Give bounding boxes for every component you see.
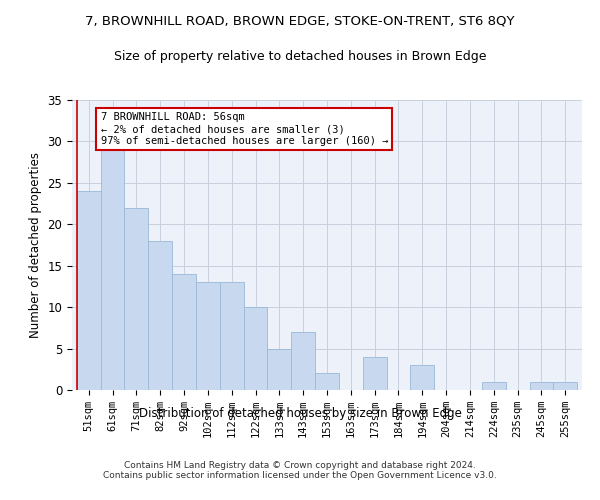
Bar [77,191,101,390]
Text: Size of property relative to detached houses in Brown Edge: Size of property relative to detached ho… [114,50,486,63]
Bar [101,150,124,390]
Bar [124,208,148,390]
Bar [530,382,553,390]
Bar [220,282,244,390]
Text: 7, BROWNHILL ROAD, BROWN EDGE, STOKE-ON-TRENT, ST6 8QY: 7, BROWNHILL ROAD, BROWN EDGE, STOKE-ON-… [85,15,515,28]
Text: Distribution of detached houses by size in Brown Edge: Distribution of detached houses by size … [139,408,461,420]
Bar [363,357,386,390]
Bar [244,307,268,390]
Bar [482,382,506,390]
Bar [148,241,172,390]
Bar [268,348,291,390]
Bar [553,382,577,390]
Bar [410,365,434,390]
Y-axis label: Number of detached properties: Number of detached properties [29,152,42,338]
Bar [196,282,220,390]
Text: Contains HM Land Registry data © Crown copyright and database right 2024.
Contai: Contains HM Land Registry data © Crown c… [103,460,497,480]
Bar [315,374,339,390]
Bar [172,274,196,390]
Text: 7 BROWNHILL ROAD: 56sqm
← 2% of detached houses are smaller (3)
97% of semi-deta: 7 BROWNHILL ROAD: 56sqm ← 2% of detached… [101,112,388,146]
Bar [291,332,315,390]
